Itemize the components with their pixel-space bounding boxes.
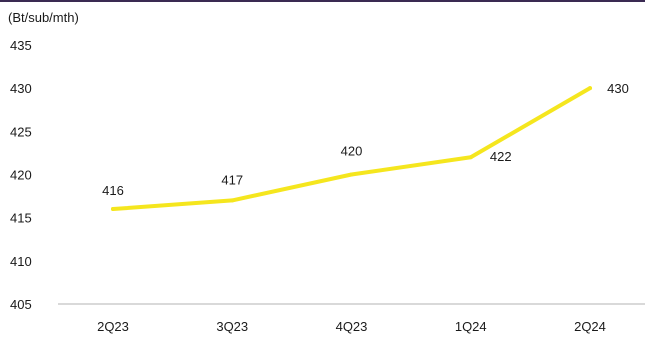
data-point xyxy=(111,207,115,212)
x-tick-label: 1Q24 xyxy=(455,319,487,334)
y-tick-label: 405 xyxy=(10,297,32,312)
y-tick-label: 435 xyxy=(10,38,32,53)
y-tick-label: 420 xyxy=(10,168,32,183)
data-label: 430 xyxy=(607,81,629,96)
y-axis-ticks: 405 410 415 420 425 430 435 xyxy=(10,38,32,312)
x-tick-label: 3Q23 xyxy=(216,319,248,334)
data-point xyxy=(468,155,473,160)
y-tick-label: 415 xyxy=(10,211,32,226)
top-rule xyxy=(0,0,645,2)
y-tick-label: 410 xyxy=(10,254,32,269)
data-point xyxy=(349,172,354,177)
data-label: 422 xyxy=(490,149,512,164)
y-tick-label: 425 xyxy=(10,124,32,139)
data-labels: 416 417 420 422 430 xyxy=(102,81,629,198)
unit-label: (Bt/sub/mth) xyxy=(8,10,79,25)
x-tick-label: 4Q23 xyxy=(336,319,368,334)
data-label: 420 xyxy=(341,144,363,159)
data-point xyxy=(588,86,592,91)
series-layer xyxy=(111,86,592,212)
data-label: 416 xyxy=(102,183,124,198)
x-tick-label: 2Q23 xyxy=(97,319,129,334)
data-label: 417 xyxy=(221,172,243,187)
x-axis-ticks: 2Q23 3Q23 4Q23 1Q24 2Q24 xyxy=(97,319,606,334)
data-point xyxy=(230,198,235,203)
y-tick-label: 430 xyxy=(10,81,32,96)
x-tick-label: 2Q24 xyxy=(574,319,606,334)
